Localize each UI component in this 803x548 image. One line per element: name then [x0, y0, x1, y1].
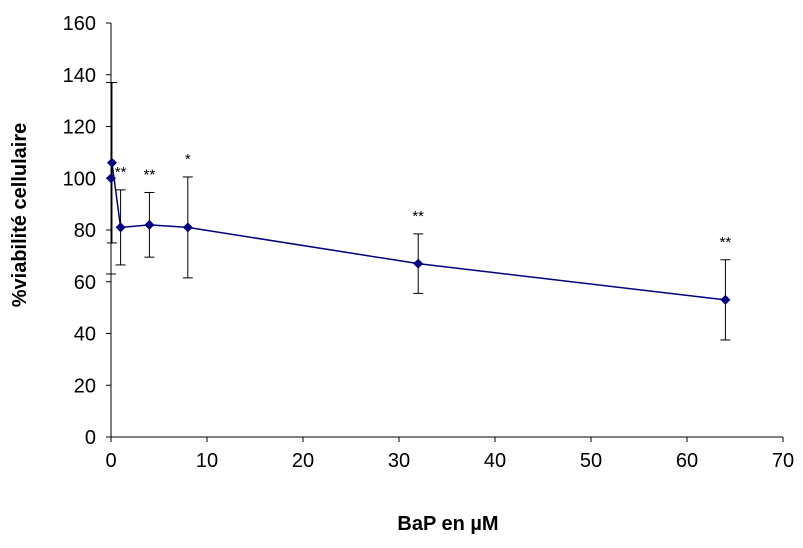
y-tick-label: 40 [74, 324, 96, 346]
significance-label: ** [720, 234, 732, 251]
y-tick-label: 120 [63, 117, 96, 139]
x-tick-label: 70 [772, 450, 794, 472]
y-axis-title: %viabilité cellulaire [9, 123, 31, 308]
data-point [720, 294, 731, 305]
data-point [106, 157, 117, 168]
y-tick-label: 160 [63, 13, 96, 35]
significance-label: ** [144, 166, 156, 183]
y-tick-label: 60 [74, 272, 96, 294]
x-axis-title: BaP en µM [397, 513, 498, 535]
data-point [115, 222, 126, 233]
y-tick-label: 140 [63, 65, 96, 87]
y-tick-label: 20 [74, 375, 96, 397]
significance-label: ** [412, 208, 424, 225]
significance-label: * [185, 151, 191, 168]
data-point [106, 173, 116, 184]
axes: 0 20 40 60 80 100 120 140 160 0 10 20 30 40 50 60 70 [63, 13, 795, 472]
data-point [413, 258, 424, 269]
data-point [182, 222, 193, 233]
data-point [144, 219, 155, 230]
plot-area: ** ******* [106, 82, 732, 341]
y-tick-label: 0 [85, 427, 96, 449]
y-tick-label: 100 [63, 168, 96, 190]
x-tick-label: 60 [676, 450, 698, 472]
x-tick-label: 30 [388, 450, 410, 472]
x-tick-label: 40 [484, 450, 506, 472]
x-tick-label: 20 [292, 450, 314, 472]
x-tick-label: 50 [580, 450, 602, 472]
x-tick-label: 10 [196, 450, 218, 472]
y-tick-label: 80 [74, 220, 96, 242]
significance-label: ** [115, 164, 127, 181]
x-tick-label: 0 [105, 450, 116, 472]
